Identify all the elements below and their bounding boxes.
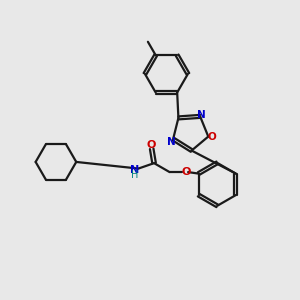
Text: N: N (196, 110, 206, 120)
Text: O: O (147, 140, 156, 150)
Text: N: N (167, 137, 176, 147)
Text: N: N (130, 165, 139, 175)
Text: O: O (208, 132, 217, 142)
Text: O: O (181, 167, 191, 177)
Text: H: H (131, 170, 138, 180)
